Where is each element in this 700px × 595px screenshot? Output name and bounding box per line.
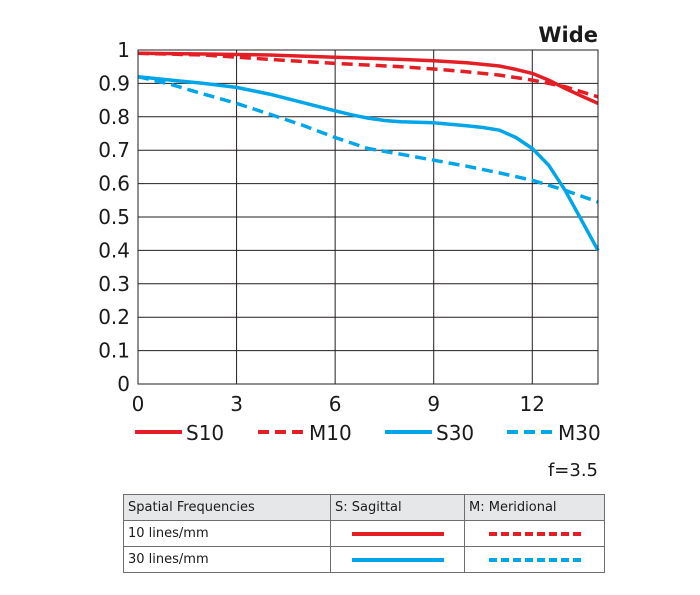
series-line-m30 [137,74,599,204]
row-label-30: 30 lines/mm [123,546,331,573]
y-tick-label: 0.4 [98,238,130,262]
y-tick-label: 0.9 [98,71,130,95]
y-tick-label: 0.1 [98,339,130,363]
legend-label-s30: S30 [436,421,474,445]
plot-frame [137,49,599,385]
x-tick-label: 9 [427,392,440,416]
y-tick-label: 1 [117,38,130,62]
y-tick-label: 0.2 [98,305,130,329]
mtf-chart: 0 0.1 0.2 0.3 0.4 0.5 0.6 0.7 0.8 0.9 1 0 3 6 9 12 Wide… [98,23,601,481]
y-tick-label: 0.6 [98,172,130,196]
chart-axes: 0 0.1 0.2 0.3 0.4 0.5 0.6 0.7 0.8 0.9 1 0 3 6 9 12 [98,38,599,416]
x-tick-label: 0 [132,392,145,416]
series-line-s30 [137,74,600,252]
header-meridional: M: Meridional [464,494,605,521]
x-tick-label: 6 [329,392,342,416]
chart-series [137,51,600,252]
legend-label-m30: M30 [558,421,601,445]
series-line-m10 [137,51,599,99]
row-label-10: 10 lines/mm [123,520,331,547]
meridional-10-swatch [488,531,581,536]
header-spatial-frequencies: Spatial Frequencies [123,494,331,521]
spatial-frequency-table: Spatial Frequencies S: Sagittal M: Merid… [123,494,605,573]
x-tick-label: 12 [520,392,545,416]
y-tick-label: 0.5 [98,205,130,229]
chart-title: Wide [538,23,598,47]
aperture-annotation: f=3.5 [548,460,598,481]
y-tick-label: 0.8 [98,105,130,129]
sagittal-10-swatch [351,531,444,536]
chart-grid [137,49,598,385]
sagittal-30-swatch [351,557,444,562]
meridional-30-swatch [488,557,581,562]
table-header-row: Spatial Frequencies S: Sagittal M: Merid… [123,494,605,521]
table-row: 30 lines/mm [123,546,605,573]
x-tick-label: 3 [230,392,243,416]
y-tick-label: 0 [117,372,130,396]
y-tick-label: 0.3 [98,272,130,296]
table-row: 10 lines/mm [123,520,605,547]
header-sagittal: S: Sagittal [330,494,465,521]
chart-legend: S10 M10 S30 M30 [135,421,601,445]
legend-label-s10: S10 [186,421,224,445]
y-tick-label: 0.7 [98,138,130,162]
legend-label-m10: M10 [309,421,352,445]
